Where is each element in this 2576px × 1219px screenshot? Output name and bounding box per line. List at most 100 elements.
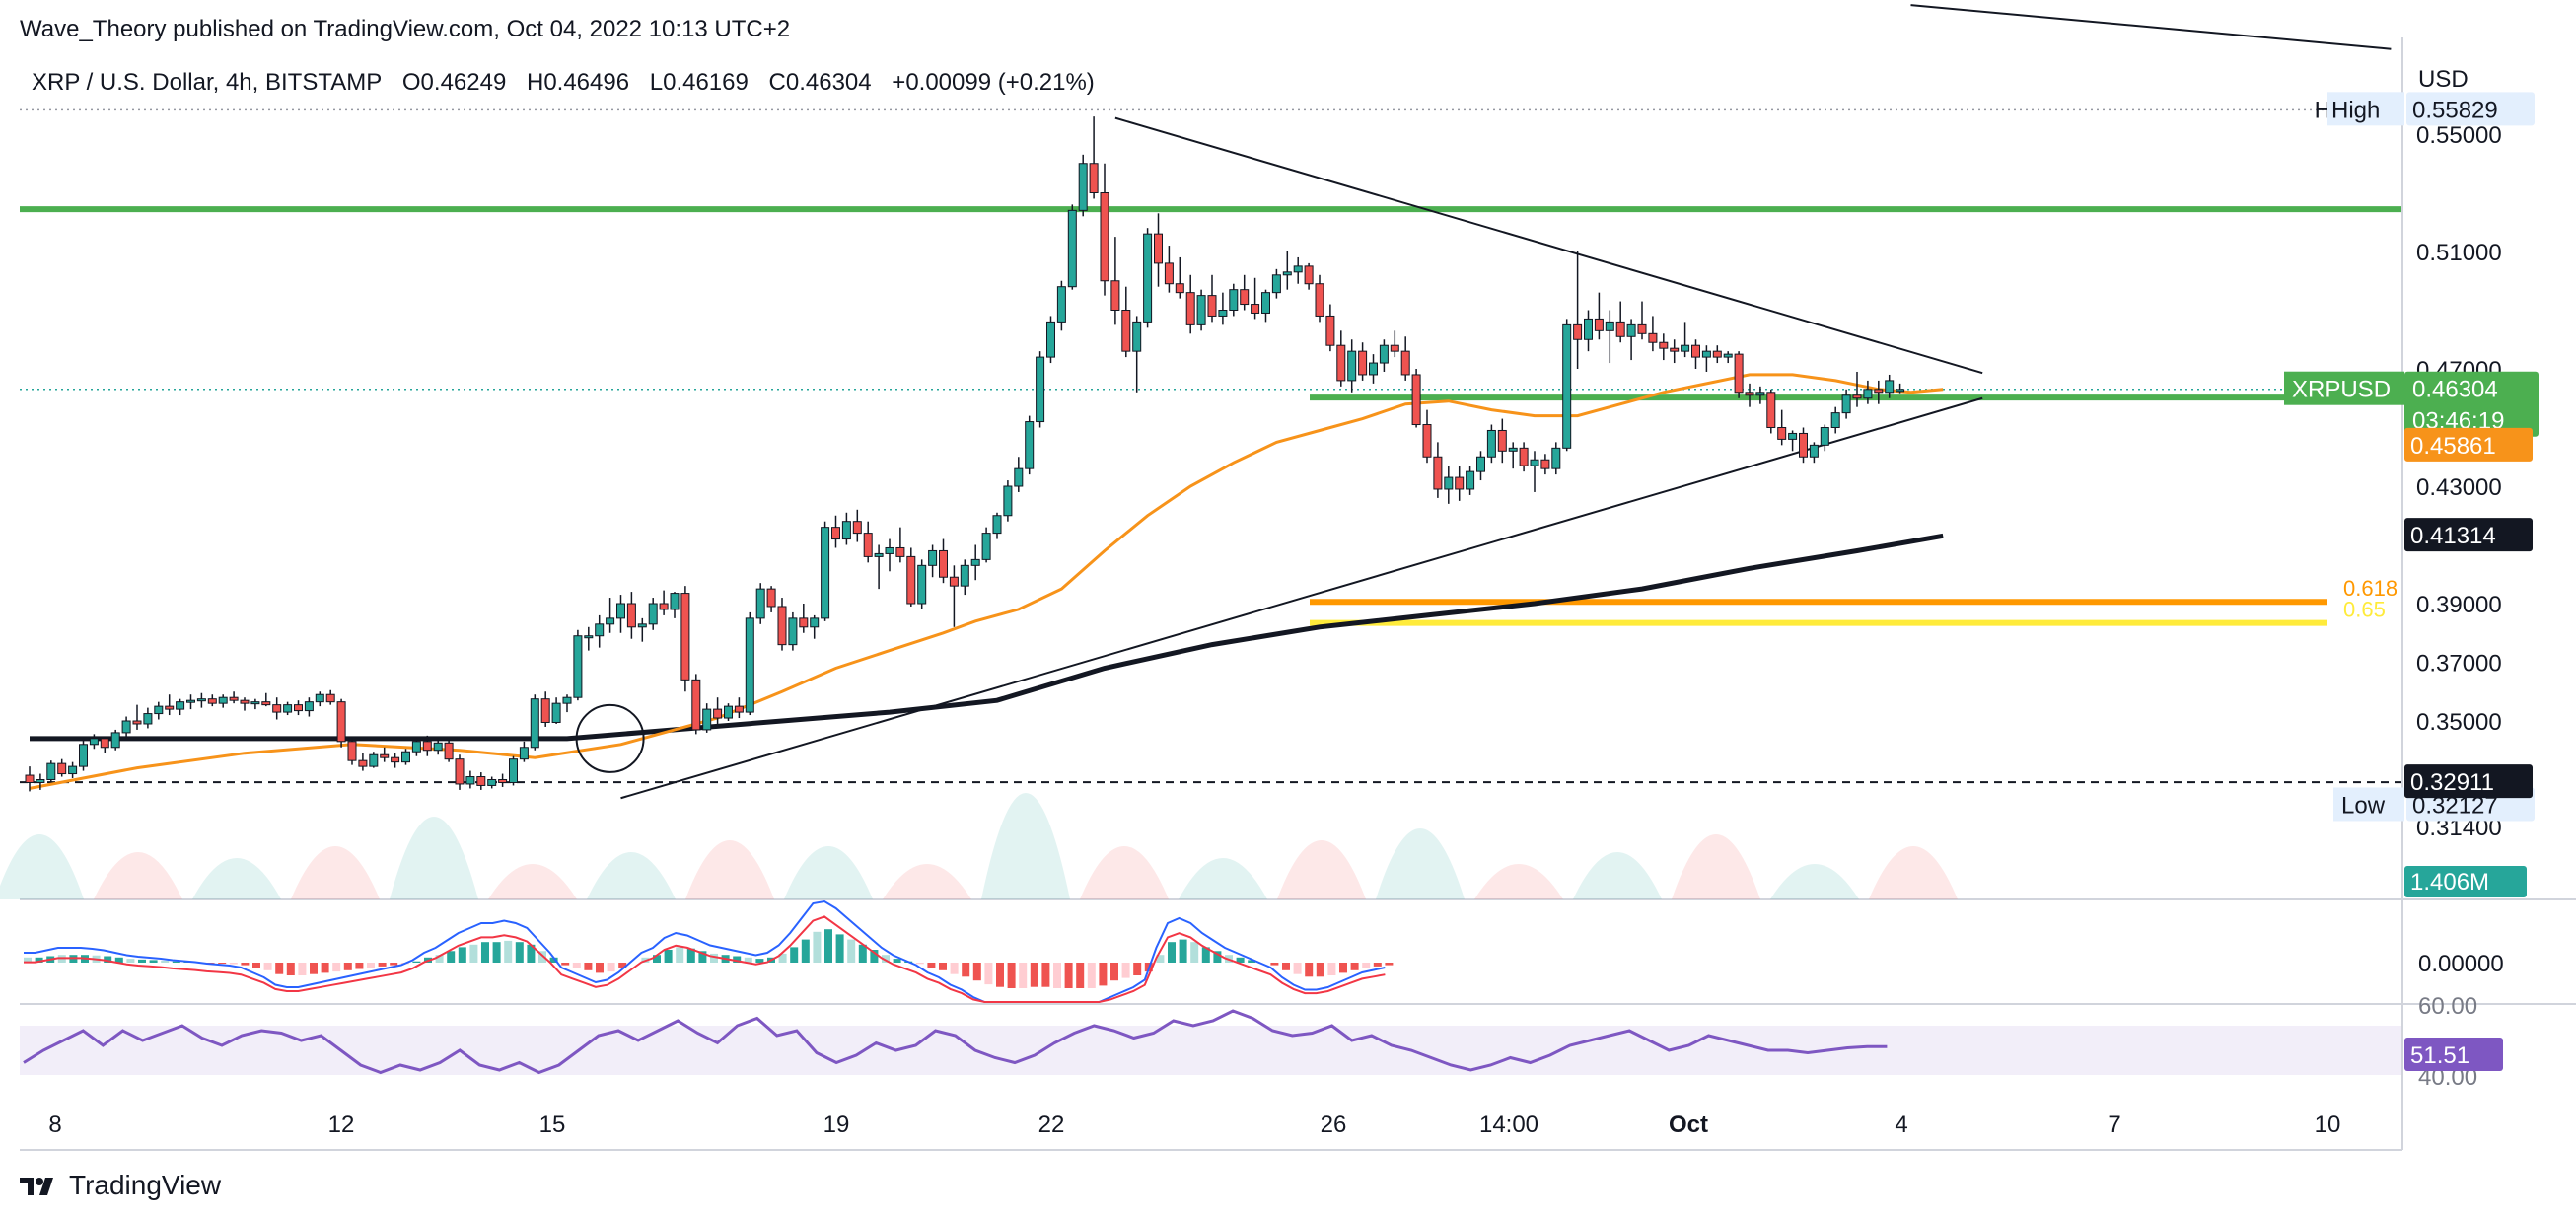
- candle-body: [1240, 289, 1250, 306]
- candle-body: [304, 701, 314, 712]
- candle-body: [519, 747, 529, 760]
- candle: [1562, 319, 1572, 452]
- x-tick-label: 10: [2315, 1111, 2341, 1138]
- candle: [1036, 351, 1045, 428]
- candle-body: [626, 603, 636, 628]
- macd-bar: [1053, 963, 1061, 988]
- candle-body: [1304, 265, 1314, 285]
- volume-peak: [1474, 864, 1563, 899]
- candle-body: [1712, 350, 1722, 358]
- candle-body: [1185, 292, 1195, 325]
- candle-body: [680, 593, 690, 681]
- candle-body: [1154, 233, 1163, 264]
- candle-body: [1809, 444, 1819, 458]
- candle-body: [595, 623, 605, 637]
- candle: [777, 598, 787, 651]
- candle: [1691, 339, 1700, 369]
- macd-bar: [492, 942, 501, 963]
- x-tick-label: 15: [539, 1111, 566, 1138]
- ema-price-tag-text: 0.45861: [2410, 433, 2496, 460]
- candle: [691, 674, 701, 735]
- candle-body: [1530, 459, 1539, 466]
- macd-bar: [367, 963, 375, 968]
- macd-bar: [1305, 963, 1314, 977]
- candle: [207, 694, 217, 707]
- macd-bar: [790, 947, 799, 963]
- candle: [1164, 246, 1174, 293]
- volume-area: [0, 793, 1958, 899]
- candle: [637, 617, 647, 642]
- candle-body: [1476, 456, 1485, 472]
- candle: [1670, 339, 1680, 364]
- candle-body: [465, 776, 475, 785]
- candle: [358, 753, 368, 771]
- x-tick-label: 12: [328, 1111, 355, 1138]
- candle: [218, 694, 228, 708]
- candle: [1422, 409, 1432, 464]
- candle-body: [1143, 233, 1153, 323]
- candle-body: [1164, 262, 1174, 285]
- y-tick-label: 0.35000: [2416, 709, 2502, 736]
- macd-bar: [310, 963, 318, 974]
- candle-body: [1605, 321, 1614, 331]
- candle: [1067, 204, 1077, 290]
- candle-body: [1799, 432, 1808, 458]
- macd-bar: [607, 963, 615, 972]
- candle-body: [196, 698, 206, 702]
- candle: [1025, 415, 1035, 475]
- candle-body: [411, 741, 421, 753]
- macd-bar: [835, 934, 844, 963]
- candle-body: [906, 555, 916, 605]
- ma200-price-tag: 0.41314: [2404, 518, 2533, 552]
- descending-trendline: [1114, 116, 1983, 375]
- candle: [1143, 228, 1153, 328]
- macd-bar: [1339, 963, 1347, 973]
- candle: [1271, 268, 1281, 299]
- candle-body: [401, 751, 410, 763]
- candle-body: [1896, 389, 1905, 393]
- candle-body: [573, 635, 583, 698]
- candle-body: [530, 698, 539, 749]
- candle-body: [551, 702, 561, 723]
- x-tick-label: 4: [1895, 1111, 1907, 1138]
- candle-body: [369, 753, 379, 767]
- macd-bar: [596, 963, 604, 973]
- candle-body: [25, 774, 35, 783]
- candle: [1540, 454, 1550, 475]
- candle-body: [1486, 429, 1496, 458]
- symbol-info-line: XRP / U.S. Dollar, 4h, BITSTAMP O0.46249…: [32, 69, 1109, 97]
- candle-body: [1734, 353, 1744, 394]
- candle-body: [1132, 321, 1142, 352]
- candle-body: [476, 776, 486, 786]
- candle: [885, 538, 894, 572]
- candle: [250, 698, 260, 710]
- candle: [1411, 369, 1421, 428]
- candle: [895, 527, 905, 563]
- candle: [196, 692, 206, 708]
- candle-body: [1659, 341, 1669, 349]
- candle-body: [1691, 344, 1700, 358]
- candle-body: [143, 713, 153, 725]
- candle-body: [1411, 374, 1421, 426]
- candle: [1809, 442, 1819, 464]
- candle: [1455, 466, 1465, 501]
- candle-body: [831, 527, 840, 540]
- candle: [1573, 251, 1583, 369]
- last-price-tag-bg: [2404, 371, 2539, 437]
- tradingview-brand[interactable]: TradingView: [20, 1170, 221, 1201]
- macd-bar: [870, 950, 879, 963]
- candle: [498, 773, 508, 787]
- candle-body: [1648, 332, 1658, 343]
- candle-body: [1830, 412, 1840, 428]
- candle: [1755, 386, 1765, 404]
- volume-peak: [1672, 834, 1760, 899]
- candle-body: [250, 701, 260, 705]
- candle-body: [992, 515, 1002, 535]
- candle: [530, 694, 539, 751]
- volume-peak: [488, 864, 577, 899]
- candle: [1132, 316, 1142, 393]
- ohlc-change: +0.00099 (+0.21%): [892, 69, 1095, 96]
- candle: [315, 691, 324, 707]
- volume-peak: [981, 793, 1070, 899]
